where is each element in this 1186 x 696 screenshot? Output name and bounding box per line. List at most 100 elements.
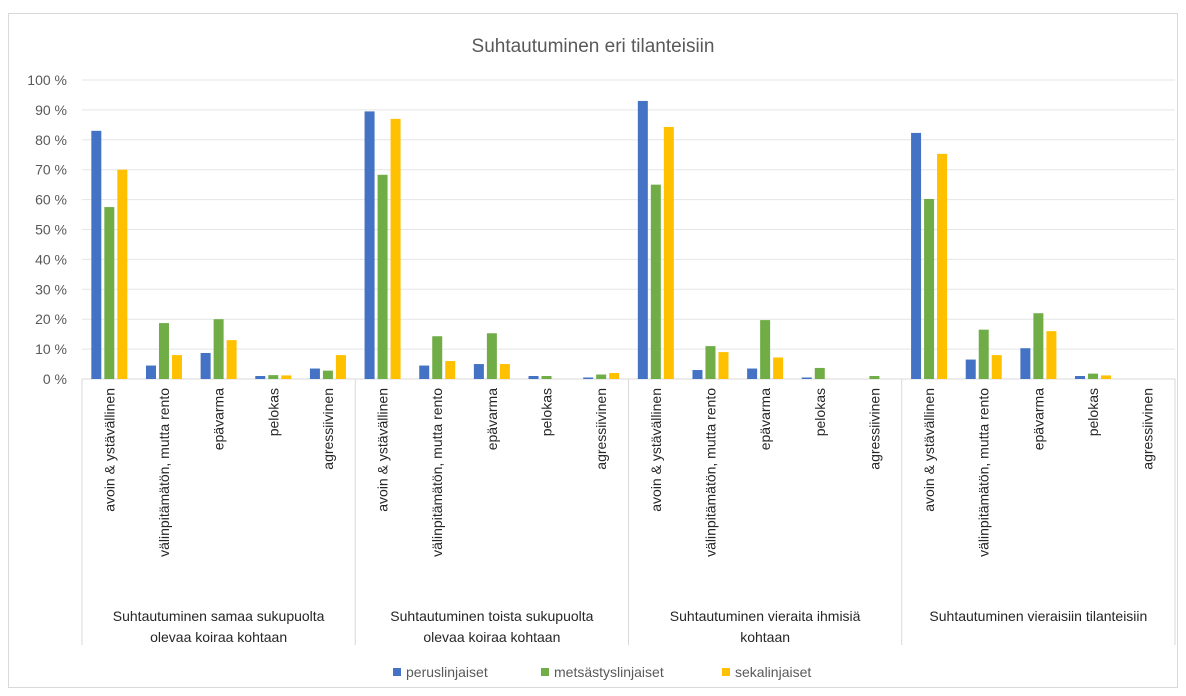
bar-sekalinjaiset [499,364,510,379]
category-label: agressiivinen [1140,388,1156,470]
bar-peruslinjaiset [255,376,266,379]
bar-sekalinjaiset [335,355,346,379]
bar-metsästyslinjaiset [268,375,279,379]
legend-swatch [393,668,401,676]
y-tick-label: 60 % [35,192,67,208]
category-label: agressiivinen [593,388,609,470]
gridlines [82,79,1175,380]
y-tick-label: 20 % [35,311,67,327]
legend-swatch [722,668,730,676]
bar-sekalinjaiset [281,375,292,379]
y-tick-label: 100 % [27,72,67,88]
chart-title: Suhtautuminen eri tilanteisiin [472,36,715,57]
category-label: avoin & ystävällinen [375,388,391,512]
bar-peruslinjaiset [91,130,102,379]
bar-metsästyslinjaiset [432,336,443,379]
bar-sekalinjaiset [390,118,401,380]
bar-peruslinjaiset [364,111,375,380]
bar-metsästyslinjaiset [814,367,825,379]
category-label: agressiivinen [866,388,882,470]
bar-peruslinjaiset [419,365,430,379]
bar-peruslinjaiset [473,364,484,379]
bar-metsästyslinjaiset [158,323,169,379]
bar-sekalinjaiset [718,352,729,379]
y-tick-label: 0 % [43,371,67,387]
y-tick-label: 70 % [35,162,67,178]
category-label: välinpitämätön, mutta rento [156,388,172,557]
bar-peruslinjaiset [309,368,320,379]
bar-peruslinjaiset [1020,348,1031,379]
category-label: pelokas [1085,388,1101,436]
group-label: Suhtautuminen vieraisiin tilanteisiin [929,608,1147,624]
category-label: pelokas [812,388,828,436]
bars [91,100,1112,380]
category-label: avoin & ystävällinen [648,388,664,512]
bar-peruslinjaiset [692,370,703,379]
bar-peruslinjaiset [528,376,539,379]
bar-metsästyslinjaiset [541,376,552,379]
bar-metsästyslinjaiset [1088,373,1099,379]
bar-metsästyslinjaiset [213,319,224,379]
category-label: epävarma [757,388,773,450]
bar-metsästyslinjaiset [1033,313,1044,379]
bar-metsästyslinjaiset [705,346,716,379]
y-tick-label: 30 % [35,281,67,297]
bar-peruslinjaiset [637,100,648,380]
group-label: Suhtautuminen vieraita ihmisiä [670,608,861,624]
bar-metsästyslinjaiset [322,370,333,379]
category-label: avoin & ystävällinen [921,388,937,512]
category-label: välinpitämätön, mutta rento [702,388,718,557]
bar-peruslinjaiset [200,352,211,379]
bar-peruslinjaiset [965,359,976,379]
category-label: avoin & ystävällinen [101,388,117,512]
bar-sekalinjaiset [1046,331,1057,379]
y-tick-label: 90 % [35,102,67,118]
bar-metsästyslinjaiset [924,199,935,379]
bar-metsästyslinjaiset [760,320,771,379]
bar-metsästyslinjaiset [104,207,115,379]
group-label: olevaa koiraa kohtaan [150,629,287,645]
legend-label: sekalinjaiset [735,664,811,680]
bar-sekalinjaiset [609,373,620,379]
bar-metsästyslinjaiset [650,184,661,379]
group-label: olevaa koiraa kohtaan [423,629,560,645]
y-tick-label: 40 % [35,251,67,267]
bar-sekalinjaiset [663,126,674,380]
category-label: välinpitämätön, mutta rento [976,388,992,557]
bar-sekalinjaiset [773,357,784,379]
y-tick-label: 10 % [35,341,67,357]
bar-sekalinjaiset [171,355,182,379]
bar-sekalinjaiset [117,169,128,379]
legend-swatch [541,668,549,676]
bar-sekalinjaiset [1101,375,1112,379]
bar-metsästyslinjaiset [596,374,607,379]
bar-peruslinjaiset [583,377,594,379]
y-tick-label: 80 % [35,132,67,148]
legend-label: peruslinjaiset [406,664,488,680]
x-axis: avoin & ystävällinen välinpitämätön, mutt… [81,379,1176,645]
category-label: epävarma [484,388,500,450]
bar-peruslinjaiset [911,132,922,379]
bar-sekalinjaiset [445,361,456,379]
bar-peruslinjaiset [747,368,758,379]
category-label: epävarma [1030,388,1046,450]
category-label: pelokas [539,388,555,436]
y-tick-label: 50 % [35,222,67,238]
category-label: pelokas [265,388,281,436]
group-label: kohtaan [740,629,790,645]
bar-metsästyslinjaiset [978,329,989,379]
bar-peruslinjaiset [1075,376,1086,379]
bar-metsästyslinjaiset [869,376,880,379]
category-label: agressiivinen [320,388,336,470]
group-label: Suhtautuminen toista sukupuolta [390,608,593,624]
bar-peruslinjaiset [801,377,812,379]
bar-sekalinjaiset [991,355,1002,379]
bar-sekalinjaiset [226,340,237,379]
legend-label: metsästyslinjaiset [554,664,664,680]
group-label: Suhtautuminen samaa sukupuolta [113,608,325,624]
category-label: epävarma [211,388,227,450]
bar-sekalinjaiset [937,153,948,379]
bar-metsästyslinjaiset [486,333,497,379]
legend: peruslinjaiset metsästyslinjaiset sekalinj… [393,664,811,680]
